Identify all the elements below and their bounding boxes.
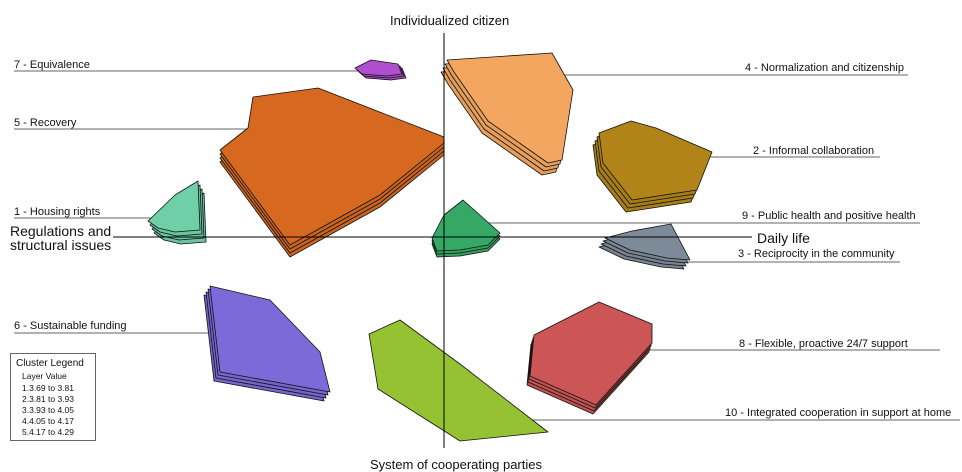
cluster-legend: Cluster Legend Layer Value 1.3.69 to 3.8… <box>10 353 96 441</box>
axis-title-bottom: System of cooperating parties <box>370 457 542 472</box>
axis-title-top: Individualized citizen <box>390 13 510 28</box>
cluster-2 <box>592 120 713 213</box>
cluster-label-7: 7 - Equivalence <box>14 59 90 71</box>
cluster-label-8: 8 - Flexible, proactive 24/7 support <box>739 338 908 350</box>
legend-item: 4.4.05 to 4.17 <box>22 416 74 426</box>
axis-title-right: Daily life <box>757 230 810 246</box>
cluster-4-top-layer <box>446 52 574 164</box>
cluster-3 <box>598 223 691 270</box>
legend-item: 2.3.81 to 3.93 <box>22 394 74 404</box>
cluster-label-2: 2 - Informal collaboration <box>753 145 875 157</box>
axis-title-left: Regulations and structural issues <box>10 223 112 253</box>
cluster-10 <box>368 319 549 442</box>
cluster-3-top-layer <box>604 223 691 261</box>
cluster-7 <box>354 59 407 81</box>
cluster-2-top-layer <box>598 120 713 201</box>
cluster-label-9: 9 - Public health and positive health <box>742 210 916 222</box>
cluster-5-top-layer <box>219 87 445 246</box>
cluster-polygons <box>147 52 713 442</box>
cluster-label-3: 3 - Reciprocity in the community <box>738 248 895 260</box>
cluster-1 <box>147 180 207 245</box>
cluster-7-top-layer <box>354 59 403 77</box>
leader-lines <box>14 70 960 421</box>
cluster-9-top-layer <box>431 199 501 252</box>
cluster-6-top-layer <box>209 285 331 393</box>
legend-subtitle: Layer Value <box>22 371 67 381</box>
cluster-label-1: 1 - Housing rights <box>14 206 101 218</box>
legend-title: Cluster Legend <box>16 358 84 369</box>
cluster-8-top-layer <box>529 301 653 406</box>
cluster-label-5: 5 - Recovery <box>14 117 77 129</box>
cluster-8 <box>526 301 653 415</box>
cluster-label-10: 10 - Integrated cooperation in support a… <box>725 407 952 419</box>
cluster-10-top-layer <box>368 319 549 442</box>
legend-item: 1.3.69 to 3.81 <box>22 383 74 393</box>
cluster-4 <box>440 52 574 176</box>
cluster-9 <box>431 199 501 258</box>
cluster-5 <box>219 87 445 258</box>
legend-item: 5.4.17 to 4.29 <box>22 427 74 437</box>
cluster-1-top-layer <box>147 180 201 233</box>
legend-item: 3.3.93 to 4.05 <box>22 405 74 415</box>
cluster-label-4: 4 - Normalization and citizenship <box>745 62 904 74</box>
cluster-label-6: 6 - Sustainable funding <box>14 320 127 332</box>
axis-lines <box>113 33 752 448</box>
cluster-6 <box>203 285 331 402</box>
